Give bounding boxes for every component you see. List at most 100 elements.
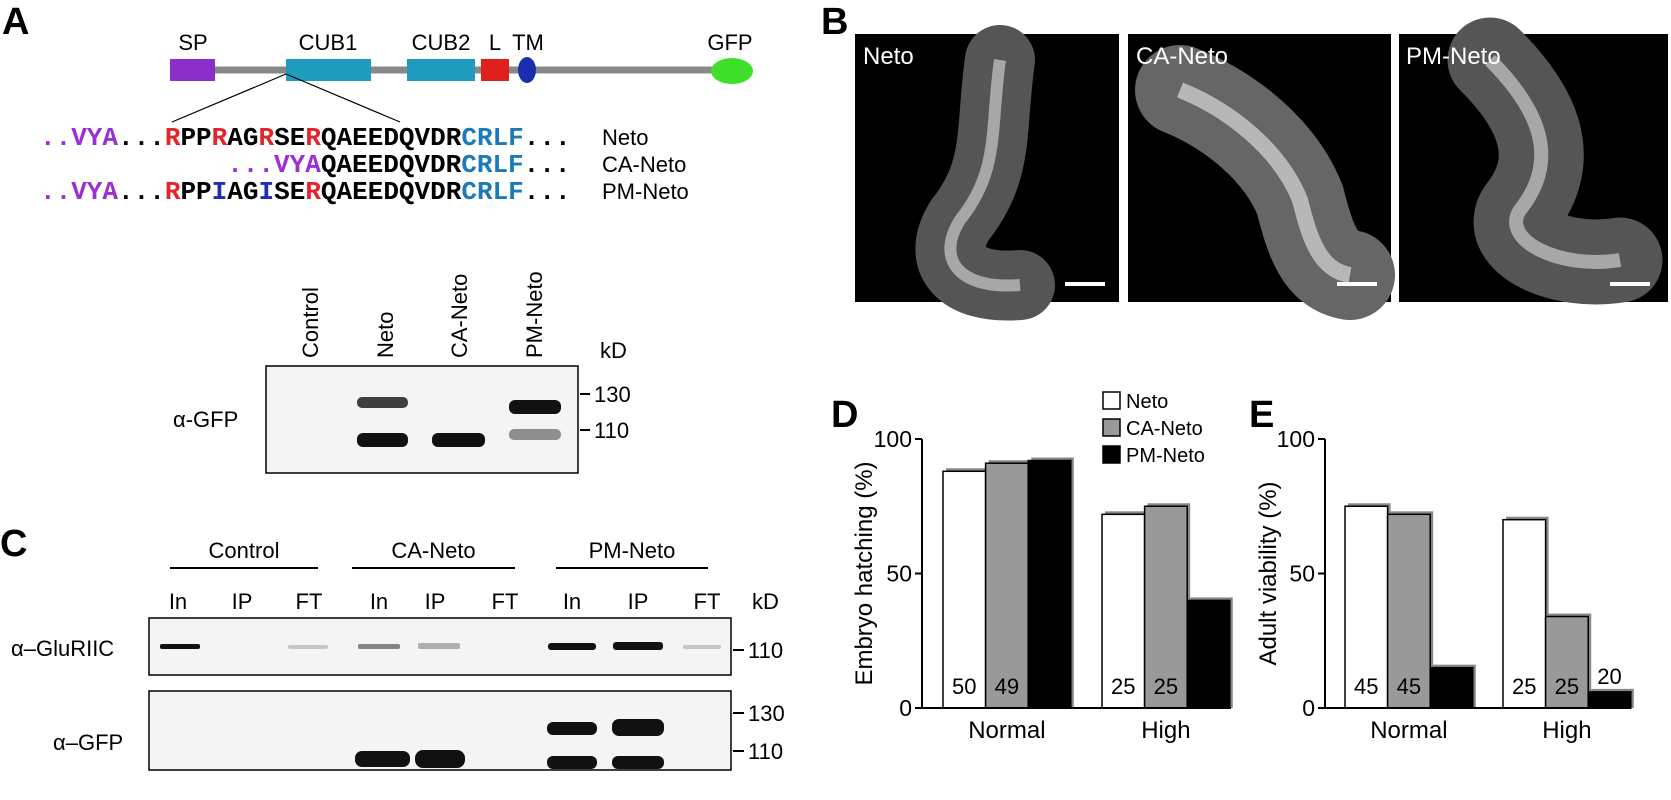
y-tick-label: 0 [1302, 695, 1315, 721]
marker-label: 110 [748, 739, 783, 764]
sample-size-label: 50 [1037, 674, 1061, 699]
sequence: ..VYA...RPPIAGISERQAEEDQVDRCRLF... [40, 177, 571, 207]
blot-band [612, 756, 664, 769]
sample-size-label: 25 [1555, 674, 1579, 699]
lane-label: IP [232, 589, 253, 614]
sequence-segment: ... [524, 177, 571, 207]
sample-size-label: 30 [1439, 674, 1463, 699]
domain-cub2 [407, 59, 475, 81]
lane-label: CA-Neto [447, 274, 472, 358]
blot-band [357, 433, 408, 447]
domain-l [481, 59, 509, 81]
lane-label: PM-Neto [522, 271, 547, 358]
blot-band [432, 433, 485, 447]
sequence-segment: I [258, 177, 274, 207]
sequence-name: Neto [602, 125, 648, 150]
sequence-segment: CRLF [461, 177, 523, 207]
antibody-label: α–GFP [53, 730, 123, 755]
y-tick-label: 100 [1277, 426, 1315, 452]
sequence-segment: ... [118, 123, 165, 153]
sequence-segment: ... [118, 177, 165, 207]
sequence-segment: R [212, 123, 228, 153]
sample-size-label: 45 [1397, 674, 1421, 699]
western-blot [265, 365, 579, 474]
sequence-segment: I [212, 177, 228, 207]
image-label: Neto [863, 43, 914, 70]
sample-size-label: 25 [1111, 674, 1135, 699]
sequence-segment: QAEEDQVDR [321, 177, 462, 207]
micrograph: Neto [855, 25, 1119, 321]
sequence-segment: CRLF [461, 123, 523, 153]
legend-swatch [1102, 445, 1121, 464]
sample-size-label: 25 [1154, 674, 1178, 699]
micrograph: PM-Neto [1399, 17, 1668, 305]
group-label: CA-Neto [391, 538, 475, 563]
blot-band [613, 642, 663, 650]
x-tick-label: High [1141, 717, 1190, 744]
lane-groups: Control In IP FT CA-Neto In IP FT PM-Neto In IP FT [169, 538, 721, 614]
lane-label: Neto [373, 312, 398, 358]
bar [1143, 505, 1188, 709]
sequence-segment: ..VYA [40, 123, 118, 153]
panel-label: B [821, 1, 848, 43]
blot-band [288, 645, 328, 649]
domain-label: GFP [707, 30, 752, 55]
sequence-segment: R [305, 123, 321, 153]
marker-label: 110 [594, 418, 629, 443]
unit-label: kD [600, 338, 627, 363]
sample-size-label: 25 [1512, 674, 1536, 699]
bar [1027, 459, 1072, 709]
domain-gfp [711, 58, 753, 84]
legend-label: CA-Neto [1126, 418, 1203, 440]
sequence-name: PM-Neto [602, 179, 689, 204]
sequence-alignment: ..VYA...RPPRAGRSERQAEEDQVDRCRLF... Neto..… [40, 123, 689, 207]
sequence-segment: R [258, 123, 274, 153]
legend-label: PM-Neto [1126, 445, 1205, 467]
y-tick-label: 100 [874, 426, 912, 452]
sample-size-label: 45 [1354, 674, 1378, 699]
image-label: CA-Neto [1136, 43, 1228, 70]
zoom-line [285, 73, 401, 123]
blot-band [357, 397, 408, 408]
blot-band [358, 644, 400, 649]
blot-band [612, 719, 664, 736]
x-tick-label: High [1542, 717, 1591, 744]
legend-swatch [1102, 418, 1121, 437]
sample-size-label: 20 [1597, 664, 1621, 689]
legend-label: Neto [1126, 391, 1168, 413]
y-axis-title: Adult viability (%) [1255, 481, 1282, 665]
sequence-segment: QAEEDQVDR [321, 150, 462, 180]
group-label: Control [209, 538, 280, 563]
domain-label: CUB1 [299, 30, 358, 55]
x-tick-label: Normal [1370, 717, 1447, 744]
y-tick-label: 50 [1289, 561, 1315, 587]
blot-band [547, 722, 597, 735]
zoom-line [171, 73, 287, 123]
lane-label: Control [298, 287, 323, 358]
sequence-segment: R [165, 177, 181, 207]
antibody-label: α-GFP [173, 407, 238, 432]
y-axis-title: Embryo hatching (%) [851, 461, 878, 685]
lane-label: FT [694, 589, 721, 614]
domain-cub1 [286, 59, 371, 81]
sequence-name: CA-Neto [602, 152, 686, 177]
sequence-segment: SE [274, 177, 305, 207]
marker-label: 130 [594, 382, 631, 407]
unit-label: kD [752, 589, 779, 614]
x-tick-label: Normal [968, 717, 1045, 744]
sample-size-label: 50 [952, 674, 976, 699]
panel-label: D [831, 394, 858, 436]
group-label: PM-Neto [589, 538, 676, 563]
y-tick-label: 50 [886, 561, 912, 587]
bar [984, 462, 1029, 709]
lane-label: In [370, 589, 388, 614]
domain-tm [518, 57, 536, 83]
lane-label: In [563, 589, 581, 614]
blot-band [547, 756, 597, 769]
marker-label: 110 [748, 638, 783, 663]
legend-swatch [1102, 391, 1121, 410]
domain-sp [170, 59, 215, 81]
bar [1186, 599, 1231, 709]
sequence-segment: CRLF [461, 150, 523, 180]
